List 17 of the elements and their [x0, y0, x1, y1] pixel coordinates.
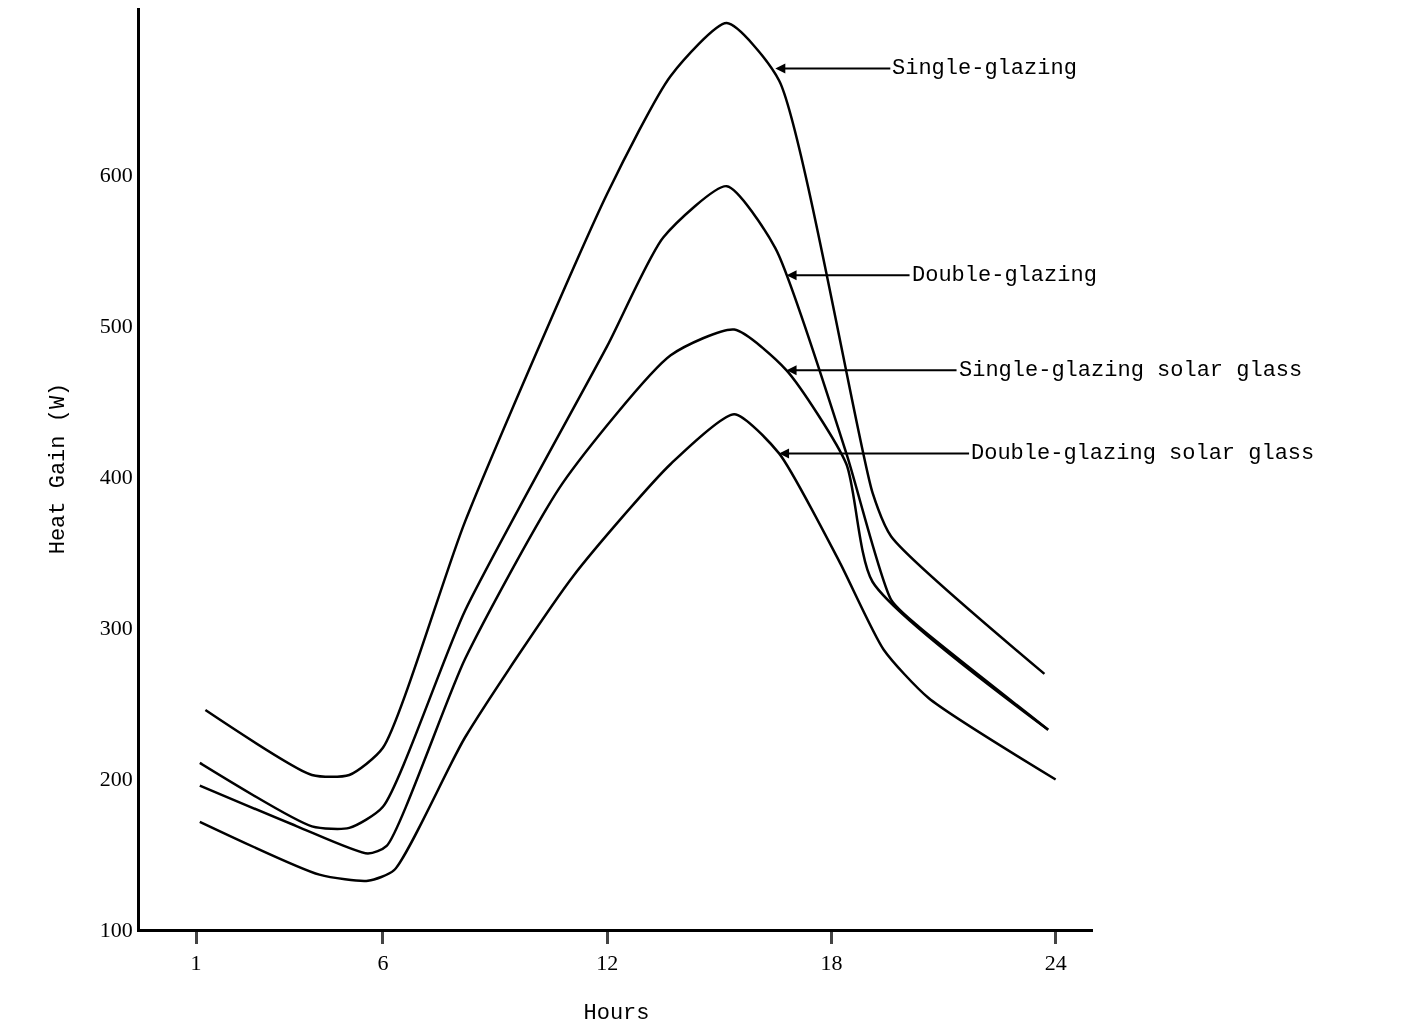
- annotation: Double-glazing solar glass: [971, 441, 1315, 466]
- x-tick-label: 6: [377, 950, 389, 976]
- annotation: Single-glazing solar glass: [959, 358, 1303, 383]
- x-tick-label: 12: [596, 950, 619, 976]
- y-tick-label: 300: [99, 614, 133, 640]
- y-tick-label: 200: [99, 765, 133, 791]
- y-axis-title: Heat Gain (W): [45, 382, 71, 555]
- y-tick-label: 500: [99, 312, 133, 338]
- y-tick-label: 100: [99, 916, 133, 942]
- annotation: Single-glazing: [892, 56, 1077, 81]
- x-tick-label: 18: [820, 950, 843, 976]
- x-tick-label: 24: [1044, 950, 1067, 976]
- x-axis-title: Hours: [583, 1001, 650, 1027]
- y-tick-label: 400: [99, 463, 133, 489]
- x-tick-label: 1: [190, 950, 202, 976]
- y-tick-label: 600: [99, 161, 133, 187]
- annotation: Double-glazing: [912, 263, 1097, 288]
